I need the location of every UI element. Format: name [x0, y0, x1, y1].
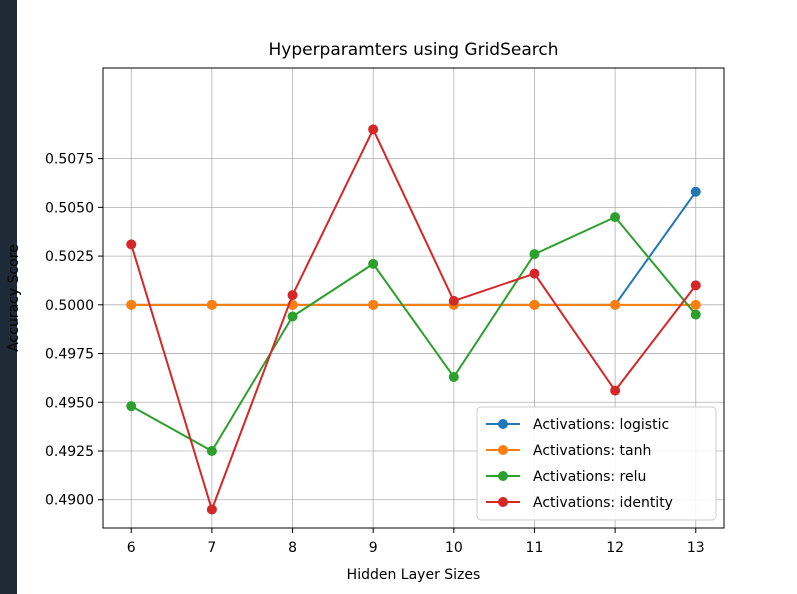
series-2-point: [690, 299, 701, 310]
legend-label-2: Activations: tanh: [533, 443, 651, 459]
series-3-point: [690, 309, 701, 320]
x-tick-label: 10: [445, 540, 463, 556]
y-tick-label: 0.5025: [45, 249, 94, 265]
y-axis-label: Accuracy Score: [6, 244, 22, 352]
series-3-point: [529, 249, 540, 260]
x-tick-label: 9: [369, 540, 378, 556]
y-tick-label: 0.4950: [45, 395, 94, 411]
chart-title: Hyperparamters using GridSearch: [268, 40, 558, 60]
series-3-point: [448, 371, 459, 382]
series-4-point: [610, 385, 621, 396]
series-4-point: [368, 124, 379, 135]
series-2-point: [610, 299, 621, 310]
series-4-point: [529, 268, 540, 279]
series-3-point: [610, 212, 621, 223]
series-4-point: [287, 290, 298, 301]
series-2-point: [368, 299, 379, 310]
legend-marker-1: [498, 419, 508, 429]
series-2-point: [126, 299, 137, 310]
legend-label-4: Activations: identity: [533, 495, 673, 511]
x-tick-label: 8: [288, 540, 297, 556]
legend-label-3: Activations: relu: [533, 469, 646, 485]
legend-marker-2: [498, 445, 508, 455]
legend-box: [476, 406, 717, 521]
x-tick-label: 11: [526, 540, 544, 556]
x-tick-label: 12: [606, 540, 624, 556]
series-4-point: [690, 280, 701, 291]
y-tick-label: 0.5000: [45, 298, 94, 314]
legend-marker-4: [498, 497, 508, 507]
series-4-point: [126, 239, 137, 250]
x-tick-label: 13: [687, 540, 705, 556]
legend-marker-3: [498, 471, 508, 481]
series-3-point: [126, 401, 137, 412]
series-3-point: [287, 311, 298, 322]
series-3-point: [368, 258, 379, 269]
y-tick-label: 0.4975: [45, 347, 94, 363]
x-tick-label: 7: [207, 540, 216, 556]
x-tick-label: 6: [127, 540, 136, 556]
x-axis-label: Hidden Layer Sizes: [347, 567, 481, 583]
series-3-point: [206, 446, 217, 457]
y-tick-label: 0.5050: [45, 200, 94, 216]
y-tick-label: 0.5075: [45, 152, 94, 168]
legend-label-1: Activations: logistic: [533, 417, 669, 433]
series-1-point: [690, 186, 701, 197]
series-4-point: [206, 504, 217, 515]
series-4-point: [448, 295, 459, 306]
series-2-point: [206, 299, 217, 310]
series-line-3: [130, 216, 697, 453]
y-tick-label: 0.4925: [45, 444, 94, 460]
axes-frame: [102, 67, 725, 529]
series-line-4: [130, 128, 697, 511]
y-tick-label: 0.4900: [45, 493, 94, 509]
series-2-point: [529, 299, 540, 310]
